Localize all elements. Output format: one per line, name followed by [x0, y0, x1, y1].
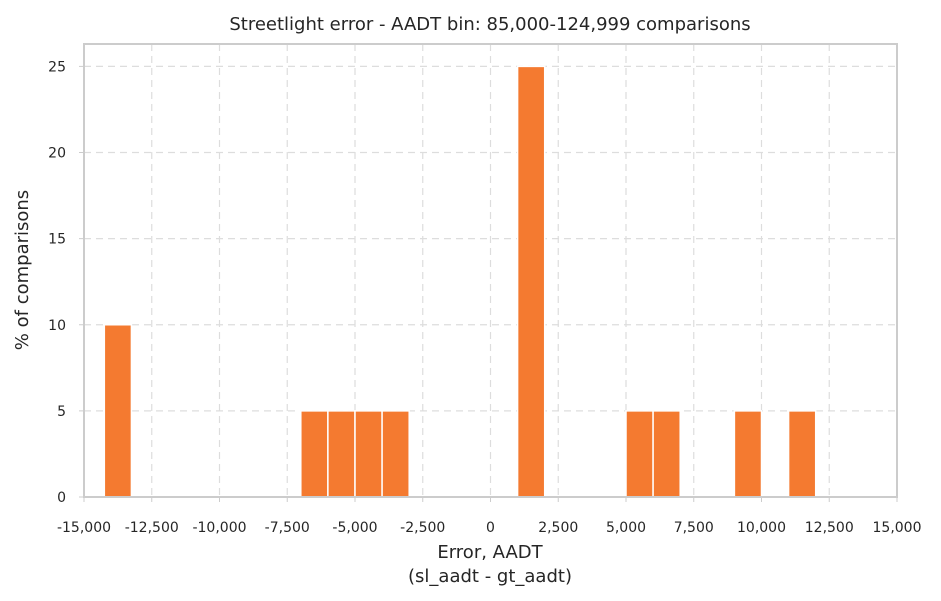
- histogram-bar: [300, 410, 329, 498]
- y-tick-label: 0: [57, 490, 66, 506]
- histogram-bar: [381, 410, 410, 498]
- histogram-bar: [327, 410, 356, 498]
- x-tick-label: 10,000: [737, 520, 786, 536]
- x-axis-label-line-1: Error, AADT: [437, 542, 543, 563]
- histogram-bar: [625, 410, 654, 498]
- x-tick-label: 7,500: [674, 520, 714, 536]
- y-tick-label: 15: [48, 232, 66, 248]
- x-tick-label: -5,000: [332, 520, 377, 536]
- histogram-bar: [652, 410, 681, 498]
- y-tick-label: 5: [57, 404, 66, 420]
- x-tick-label: 5,000: [606, 520, 646, 536]
- bars: [103, 65, 817, 498]
- y-axis-label: % of comparisons: [12, 190, 33, 350]
- grid-lines: [84, 44, 897, 497]
- y-tick-label: 10: [48, 318, 66, 334]
- x-tick-label: 2,500: [538, 520, 578, 536]
- y-tick-label: 20: [48, 146, 66, 162]
- axis-ticks: -15,000 -12,500 -10,000 -7,500 -5,000 -2,500 0…: [48, 59, 921, 536]
- x-tick-label: 0: [486, 520, 495, 536]
- chart-title: Streetlight error - AADT bin: 85,000-124…: [229, 14, 750, 35]
- y-tick-label: 25: [48, 59, 66, 75]
- x-tick-label: -2,500: [400, 520, 445, 536]
- x-tick-label: -12,500: [125, 520, 179, 536]
- histogram-bar: [354, 410, 383, 498]
- x-tick-label: 15,000: [873, 520, 922, 536]
- x-tick-label: -7,500: [265, 520, 310, 536]
- histogram-bar: [516, 65, 546, 498]
- histogram-bar: [787, 410, 817, 498]
- x-tick-label: 12,500: [805, 520, 854, 536]
- histogram-bar: [103, 324, 133, 498]
- histogram-bar: [733, 410, 763, 498]
- x-axis-label-line-2: (sl_aadt - gt_aadt): [408, 566, 572, 587]
- x-tick-label: -10,000: [192, 520, 246, 536]
- x-tick-label: -15,000: [57, 520, 111, 536]
